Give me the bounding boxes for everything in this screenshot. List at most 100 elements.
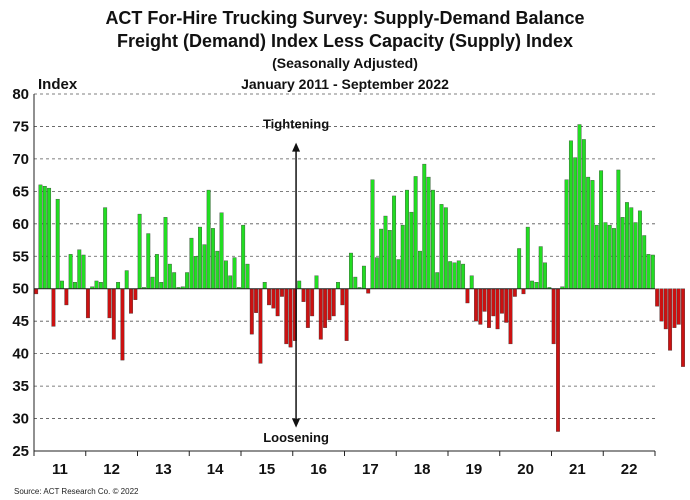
bar	[620, 217, 625, 289]
bar	[512, 288, 517, 297]
bar	[590, 180, 595, 289]
bar	[461, 263, 466, 289]
bar	[55, 198, 60, 289]
bar	[133, 288, 138, 300]
bar	[211, 228, 215, 289]
x-tick-labels: 11 12 13 14 15 16 17 18 19 20 21 22	[52, 461, 638, 478]
bar	[124, 270, 129, 289]
bar	[538, 246, 543, 289]
bar	[387, 230, 392, 289]
x-tick-label: 17	[362, 461, 379, 478]
bar	[564, 179, 569, 289]
bar	[646, 254, 651, 289]
y-tick-label: 25	[12, 443, 29, 460]
x-tick-label: 11	[52, 461, 68, 478]
bar	[202, 244, 207, 289]
x-tick-label: 19	[466, 461, 483, 478]
bar	[111, 288, 116, 340]
bar	[478, 288, 483, 325]
tightening-label: Tightening	[263, 116, 329, 131]
bar	[68, 254, 73, 289]
bar	[116, 282, 121, 289]
x-tick-label: 16	[310, 461, 327, 478]
bar	[568, 140, 573, 289]
bar	[465, 288, 470, 304]
bar	[305, 288, 310, 328]
bar	[499, 288, 504, 314]
bar	[612, 228, 616, 289]
bar	[340, 288, 345, 306]
bar	[349, 252, 353, 289]
bar	[189, 237, 194, 289]
bar	[418, 250, 422, 289]
bar	[288, 288, 293, 348]
bar	[409, 211, 414, 289]
arrow-head-down	[292, 418, 301, 428]
bar	[383, 215, 388, 289]
bar	[85, 288, 90, 319]
bar	[38, 184, 43, 289]
bar	[232, 257, 237, 289]
bar	[534, 282, 539, 289]
bar	[603, 222, 608, 289]
bar	[318, 288, 323, 340]
bar	[215, 250, 220, 289]
bar	[655, 288, 660, 307]
y-tick-label: 30	[12, 411, 29, 428]
bar	[228, 275, 233, 289]
bar	[508, 288, 513, 345]
y-tick-label: 35	[12, 378, 29, 395]
bar	[530, 280, 535, 289]
y-tick-label: 75	[12, 118, 29, 135]
bar	[107, 288, 112, 319]
bar	[98, 282, 103, 289]
bar	[77, 249, 82, 289]
x-tick-label: 21	[569, 461, 586, 478]
bar	[607, 224, 612, 289]
bar	[487, 288, 491, 328]
bar	[625, 202, 629, 289]
bar	[422, 163, 427, 289]
axes	[33, 94, 656, 456]
x-tick-label: 15	[259, 461, 276, 478]
bar	[262, 282, 267, 289]
bar	[271, 288, 276, 309]
bar	[448, 261, 453, 289]
y-tick-label: 45	[12, 313, 29, 330]
bar	[366, 288, 371, 294]
bar	[275, 288, 280, 317]
bar	[198, 226, 202, 289]
chart-title: ACT For-Hire Trucking Survey: Supply-Dem…	[105, 8, 584, 28]
bar	[327, 288, 332, 321]
bar	[676, 288, 681, 325]
bar	[681, 288, 685, 367]
bar	[193, 256, 198, 289]
chart-subtitle: Freight (Demand) Index Less Capacity (Su…	[117, 31, 573, 51]
chart-subtitle-adjusted: (Seasonally Adjusted)	[272, 55, 418, 71]
bar	[163, 217, 168, 289]
bar	[150, 276, 155, 289]
y-tick-label: 60	[12, 216, 29, 233]
bar	[336, 282, 340, 289]
bar	[525, 226, 530, 289]
bar	[629, 207, 634, 289]
bar	[219, 212, 224, 289]
bar	[42, 185, 47, 289]
bar	[517, 248, 522, 289]
bar	[633, 222, 638, 289]
bar	[64, 288, 69, 306]
bar	[297, 280, 302, 289]
bar	[280, 288, 284, 297]
bar	[223, 260, 228, 289]
bar	[103, 207, 108, 289]
bar	[137, 213, 142, 289]
bar	[206, 189, 211, 289]
bar	[94, 280, 99, 289]
y-axis-label: Index	[38, 76, 78, 93]
bar	[361, 265, 366, 289]
bar	[491, 288, 496, 317]
bar	[154, 254, 159, 289]
loosening-label: Loosening	[263, 430, 329, 445]
bar	[120, 288, 125, 361]
bar	[556, 288, 560, 432]
